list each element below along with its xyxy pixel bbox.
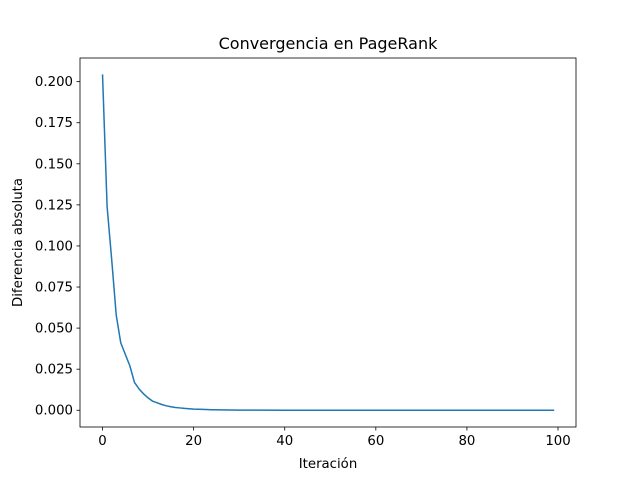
- series-layer: [101, 74, 555, 411]
- y-axis-label: Diferencia absoluta: [11, 178, 26, 307]
- plot-area-frame: [79, 57, 577, 428]
- x-tick-label: 40: [276, 434, 293, 449]
- y-tick-label: 0.100: [35, 239, 73, 254]
- x-axis: 0 20 40 60 80 100: [98, 427, 571, 449]
- chart-title: Convergencia en PageRank: [219, 34, 439, 53]
- x-axis-label: Iteración: [299, 456, 358, 472]
- x-tick-label: 80: [458, 434, 475, 449]
- y-tick-label: 0.175: [35, 116, 73, 131]
- x-tick-label: 20: [185, 434, 202, 449]
- x-tick-label: 100: [545, 434, 570, 449]
- y-tick-label: 0.050: [35, 322, 73, 337]
- y-tick-label: 0.000: [35, 404, 73, 419]
- y-tick-label: 0.125: [35, 198, 73, 213]
- series-line-0: [101, 74, 555, 411]
- y-axis: 0.000 0.025 0.050 0.075 0.100 0.125 0.150 0.175…: [35, 75, 80, 419]
- y-tick-label: 0.150: [35, 157, 73, 172]
- x-tick-label: 0: [98, 434, 106, 449]
- y-tick-label: 0.025: [35, 363, 73, 378]
- y-tick-label: 0.200: [35, 75, 73, 90]
- y-tick-label: 0.075: [35, 281, 73, 296]
- x-tick-label: 60: [367, 434, 384, 449]
